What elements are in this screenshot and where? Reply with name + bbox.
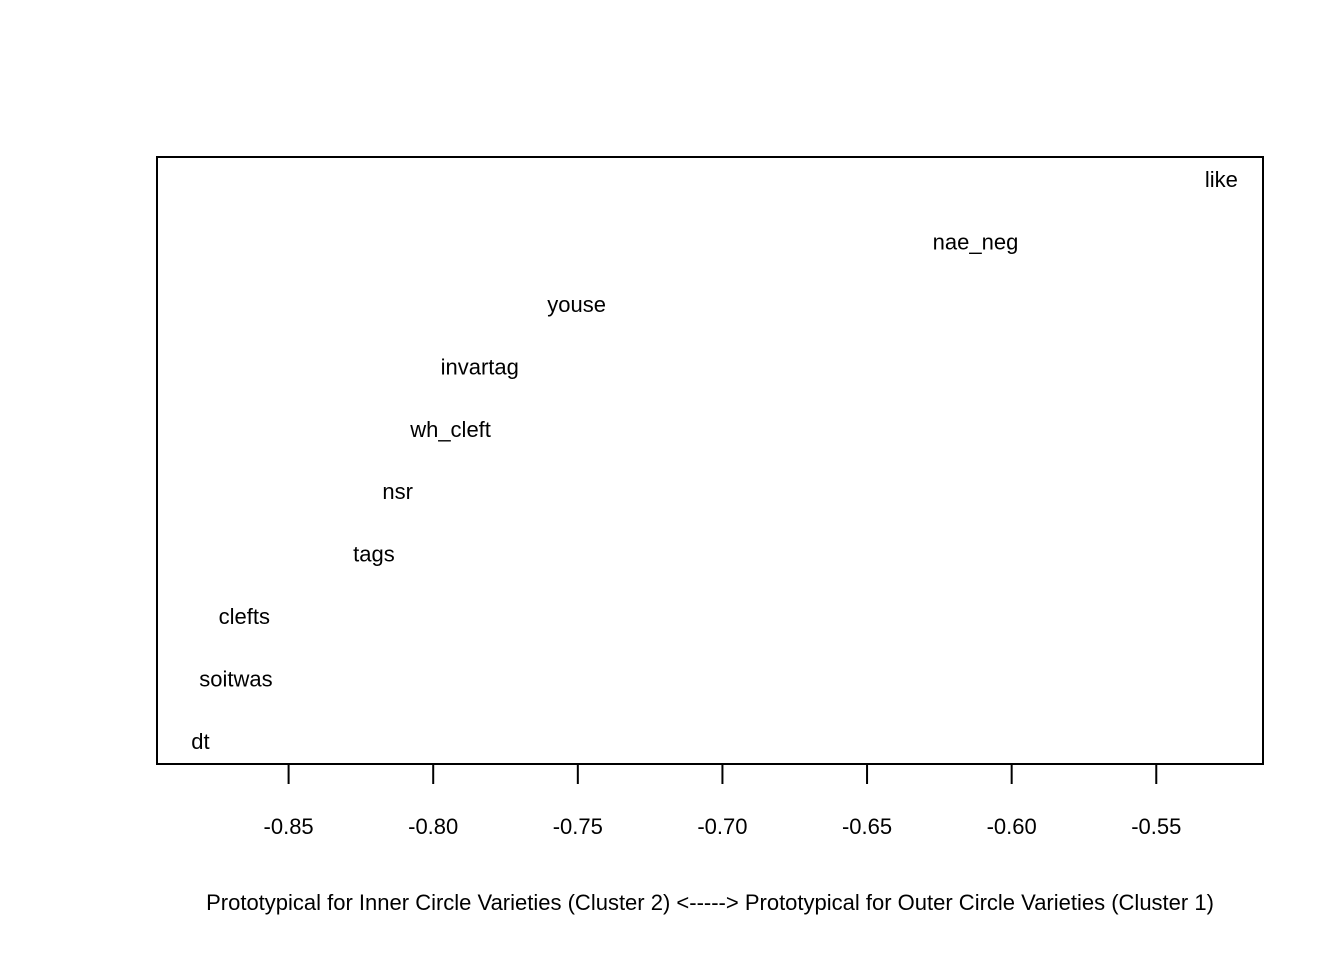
point-label-clefts: clefts bbox=[219, 604, 270, 629]
plot-frame bbox=[156, 156, 1264, 765]
x-tick-label: -0.85 bbox=[264, 814, 314, 839]
x-axis-title: Prototypical for Inner Circle Varieties … bbox=[206, 890, 1214, 915]
x-tick-label: -0.80 bbox=[408, 814, 458, 839]
point-label-nsr: nsr bbox=[382, 479, 413, 504]
point-label-tags: tags bbox=[353, 542, 395, 567]
point-label-invartag: invartag bbox=[441, 354, 519, 379]
x-tick-label: -0.60 bbox=[987, 814, 1037, 839]
x-tick-label: -0.65 bbox=[842, 814, 892, 839]
x-axis: -0.85 -0.80 -0.75 -0.70 -0.65 -0.60 -0.55 bbox=[264, 764, 1181, 839]
x-tick-label: -0.70 bbox=[697, 814, 747, 839]
point-label-like: like bbox=[1205, 167, 1238, 192]
x-tick-label: -0.55 bbox=[1131, 814, 1181, 839]
point-label-nae-neg: nae_neg bbox=[933, 229, 1019, 254]
point-label-wh-cleft: wh_cleft bbox=[409, 417, 491, 442]
x-tick-label: -0.75 bbox=[553, 814, 603, 839]
point-label-youse: youse bbox=[547, 292, 606, 317]
point-label-dt: dt bbox=[191, 729, 209, 754]
point-label-soitwas: soitwas bbox=[199, 667, 272, 692]
